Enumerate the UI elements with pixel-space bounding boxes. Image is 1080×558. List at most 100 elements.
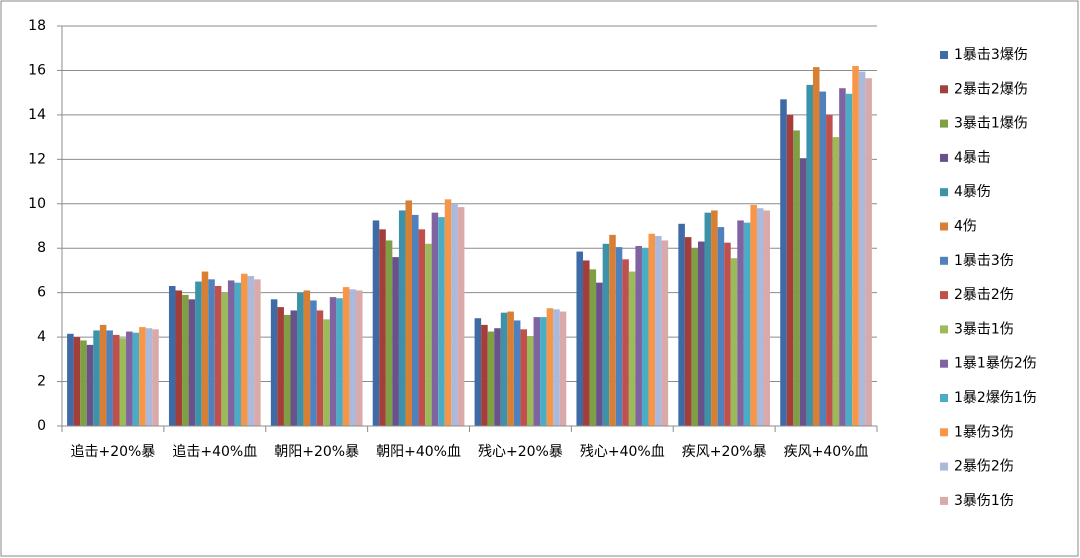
legend-label: 3暴击1伤 <box>954 321 1014 337</box>
bar <box>763 210 771 426</box>
bar <box>845 93 853 427</box>
bar <box>819 91 827 427</box>
bar <box>297 292 304 426</box>
bar <box>474 318 482 426</box>
legend-label: 4暴击 <box>954 150 991 166</box>
bar <box>648 233 656 426</box>
bar <box>86 344 94 426</box>
bar <box>208 279 215 426</box>
bar <box>661 240 669 426</box>
bar <box>717 227 725 426</box>
bar <box>641 248 649 426</box>
x-tick-label: 疾风+40%血 <box>784 444 869 460</box>
legend-swatch <box>940 119 948 128</box>
legend-swatch <box>940 496 948 505</box>
y-tick-label: 12 <box>28 151 46 167</box>
bar <box>221 292 228 426</box>
bar <box>596 282 603 426</box>
bar <box>73 337 81 426</box>
bar <box>303 290 311 426</box>
bar <box>398 210 406 426</box>
legend-swatch <box>940 85 948 94</box>
bar <box>168 286 176 426</box>
bar <box>336 298 343 426</box>
legend-swatch <box>940 394 948 402</box>
bar <box>799 158 807 426</box>
bar <box>457 207 465 426</box>
bar <box>145 328 153 426</box>
bar <box>615 247 623 426</box>
bar <box>609 234 616 426</box>
bar <box>438 217 445 426</box>
bar <box>487 331 495 426</box>
bar <box>533 317 541 426</box>
bar <box>126 331 133 426</box>
bar <box>67 333 74 426</box>
legend-swatch <box>940 153 948 162</box>
bar <box>507 311 514 426</box>
legend-label: 1暴击3伤 <box>954 253 1014 269</box>
bar <box>756 208 764 426</box>
legend-swatch <box>940 462 948 471</box>
bar <box>270 299 278 426</box>
bar <box>412 214 419 426</box>
x-tick-label: 残心+40%血 <box>580 444 665 460</box>
bar <box>214 286 222 426</box>
legend-label: 3暴伤1伤 <box>954 493 1014 509</box>
x-tick-label: 残心+20%暴 <box>478 444 563 460</box>
bar <box>691 248 698 426</box>
legend-label: 1暴伤3伤 <box>954 424 1014 440</box>
bar <box>559 311 567 426</box>
bar <box>793 130 800 426</box>
y-tick-label: 14 <box>28 107 46 123</box>
bar <box>444 199 452 426</box>
bar <box>697 241 705 426</box>
bar <box>540 317 547 426</box>
bar <box>99 324 107 426</box>
bar <box>684 237 692 426</box>
bar <box>494 328 501 426</box>
bar <box>316 310 324 426</box>
bar <box>201 271 209 426</box>
bar <box>119 338 127 426</box>
legend-label: 2暴击2伤 <box>954 287 1014 303</box>
bar <box>329 297 337 426</box>
bar <box>852 66 859 426</box>
legend-label: 1暴击3爆伤 <box>954 47 1028 63</box>
bar <box>520 329 527 426</box>
legend-swatch <box>940 222 948 231</box>
y-tick-label: 4 <box>37 329 46 345</box>
bar <box>254 279 261 426</box>
x-tick-label: 追击+20%暴 <box>71 444 156 460</box>
bar <box>182 294 189 426</box>
bar <box>786 114 794 426</box>
bar <box>724 242 731 426</box>
bar <box>139 327 146 426</box>
legend-label: 2暴击2爆伤 <box>954 81 1028 97</box>
bar <box>349 289 356 426</box>
bar <box>546 308 554 426</box>
bar <box>152 329 159 426</box>
bar <box>323 319 330 426</box>
bar <box>704 212 712 426</box>
bar <box>622 259 629 426</box>
y-tick-label: 18 <box>28 18 46 34</box>
bar <box>112 334 120 426</box>
bar <box>711 210 718 426</box>
x-tick-label: 朝阳+40%血 <box>376 444 461 460</box>
x-tick-label: 追击+40%血 <box>172 444 257 460</box>
bar <box>743 222 751 426</box>
bar <box>526 336 534 426</box>
y-tick-label: 6 <box>37 285 46 301</box>
bar <box>234 282 242 426</box>
y-tick-label: 8 <box>37 240 46 256</box>
bar <box>865 78 872 426</box>
bar <box>175 290 183 426</box>
bar <box>132 332 140 426</box>
legend-swatch <box>940 428 948 437</box>
legend-swatch <box>940 291 948 300</box>
bar <box>678 223 685 426</box>
bar <box>655 236 662 426</box>
